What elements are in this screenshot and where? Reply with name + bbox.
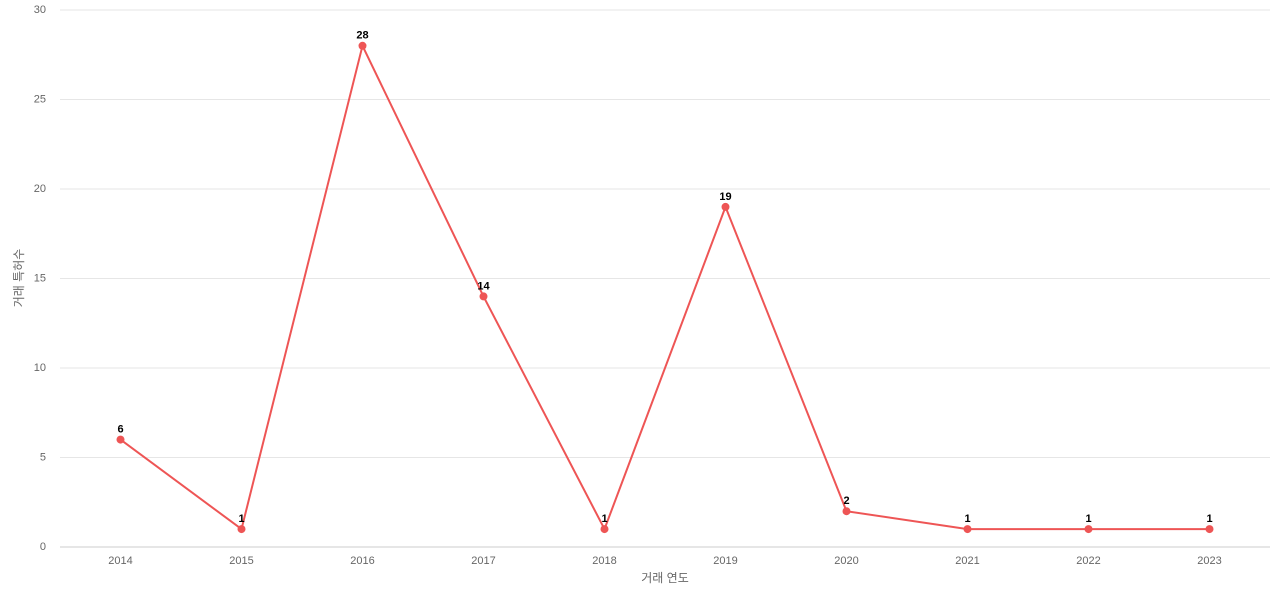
x-tick-label: 2016 xyxy=(350,555,374,567)
point xyxy=(116,435,125,444)
x-tick-label: 2021 xyxy=(955,555,979,567)
point xyxy=(721,202,730,211)
value-label: 1 xyxy=(964,513,970,525)
x-tick-label: 2019 xyxy=(713,555,737,567)
value-label: 1 xyxy=(238,513,244,525)
y-tick-label: 25 xyxy=(34,93,46,105)
value-label: 1 xyxy=(1085,513,1091,525)
x-tick-label: 2023 xyxy=(1197,555,1221,567)
x-tick-label: 2015 xyxy=(229,555,253,567)
point xyxy=(479,292,488,301)
y-axis-label: 거래 특허수 xyxy=(12,249,26,308)
x-tick-label: 2020 xyxy=(834,555,858,567)
x-tick-label: 2022 xyxy=(1076,555,1100,567)
value-label: 2 xyxy=(843,495,849,507)
value-label: 28 xyxy=(356,30,368,42)
point xyxy=(963,525,972,534)
value-label: 6 xyxy=(117,424,123,436)
point xyxy=(600,525,609,534)
point xyxy=(1084,525,1093,534)
y-tick-label: 30 xyxy=(34,4,46,16)
value-label: 1 xyxy=(1206,513,1212,525)
x-tick-label: 2017 xyxy=(471,555,495,567)
y-tick-label: 20 xyxy=(34,183,46,195)
point xyxy=(1205,525,1214,534)
x-tick-label: 2014 xyxy=(108,555,132,567)
y-tick-label: 0 xyxy=(40,541,46,553)
y-tick-label: 10 xyxy=(34,362,46,374)
x-tick-label: 2018 xyxy=(592,555,616,567)
point xyxy=(842,507,851,516)
line xyxy=(119,42,1210,532)
point xyxy=(358,41,367,50)
value-label: 1 xyxy=(601,513,607,525)
y-tick-label: 5 xyxy=(40,451,46,463)
y-tick-label: 15 xyxy=(34,272,46,284)
value-label: 19 xyxy=(719,191,731,203)
x-axis-label: 거래 연도 xyxy=(641,571,689,585)
value-label: 14 xyxy=(477,280,490,292)
point xyxy=(237,525,246,534)
